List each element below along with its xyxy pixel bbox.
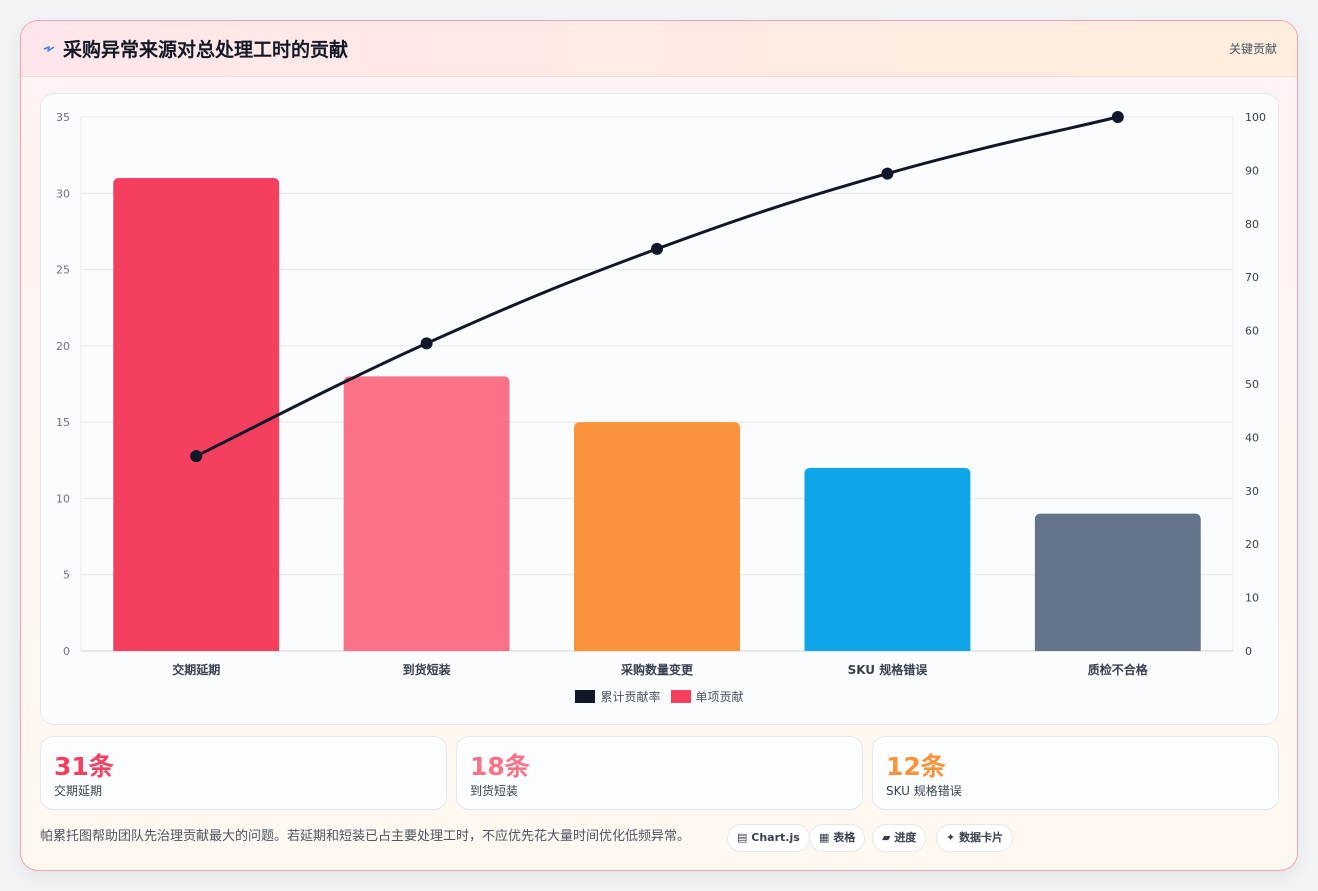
chip-label: 数据卡片 xyxy=(959,831,1004,844)
y2-tick-label: 70 xyxy=(1245,271,1259,284)
y2-tick-label: 10 xyxy=(1245,592,1259,605)
y-tick-label: 25 xyxy=(56,264,70,277)
chip-label: 表格 xyxy=(833,831,856,844)
y-tick-label: 0 xyxy=(63,645,70,658)
key-contribution-link[interactable]: 关键贡献 xyxy=(1228,42,1277,56)
x-tick-label: 采购数量变更 xyxy=(620,662,694,677)
page-title: 采购异常来源对总处理工时的贡献 xyxy=(63,39,349,61)
y2-tick-label: 100 xyxy=(1245,111,1266,124)
pareto-chart: 0 5 10 15 20 25 30 35 0 10 20 30 40 50 60 70 80 90 100 交期延期… xyxy=(56,111,1266,677)
chart-panel: 0 5 10 15 20 25 30 35 0 10 20 30 40 50 60 70 80 90 100 交期延期… xyxy=(40,93,1279,725)
cumulative-point-3 xyxy=(881,167,894,180)
stat-card-short: 18条 到货短装 xyxy=(456,736,863,810)
x-tick-label: 质检不合格 xyxy=(1088,662,1149,677)
x-tick-label: 到货短装 xyxy=(403,662,451,677)
chip-label: Chart.js xyxy=(751,831,800,844)
pareto-card: 采购异常来源对总处理工时的贡献 关键贡献 0 5 10 15 20 25 30 35 0 10 20… xyxy=(20,20,1298,871)
y2-tick-label: 90 xyxy=(1245,164,1259,177)
cumulative-point-4 xyxy=(1111,111,1124,123)
y-tick-label: 20 xyxy=(56,340,70,353)
y-tick-label: 30 xyxy=(56,187,70,200)
stat-label: SKU 规格错误 xyxy=(886,784,962,798)
stat-label: 交期延期 xyxy=(54,784,103,798)
stat-value: 18条 xyxy=(470,752,530,781)
stat-card-delay: 31条 交期延期 xyxy=(40,736,447,810)
y2-tick-label: 50 xyxy=(1245,378,1259,391)
y2-tick-label: 30 xyxy=(1245,485,1259,498)
legend-swatch-cumulative xyxy=(575,689,596,703)
chip-data-cards[interactable]: ✦ 数据卡片 xyxy=(936,824,1014,852)
chip-table[interactable]: ▦ 表格 xyxy=(809,824,866,852)
stat-value: 31条 xyxy=(54,752,114,781)
x-tick-label: SKU 规格错误 xyxy=(848,662,929,677)
table-icon: ▦ xyxy=(819,831,830,844)
y2-tick-label: 20 xyxy=(1245,538,1259,551)
cumulative-point-1 xyxy=(420,337,433,350)
sparkle-icon: ✦ xyxy=(946,831,956,844)
y-tick-label: 5 xyxy=(63,569,70,582)
bar-3 xyxy=(804,467,971,651)
lightning-icon xyxy=(43,46,55,52)
chart-legend: 累计贡献率 单项贡献 xyxy=(41,686,1278,706)
legend-label-single: 单项贡献 xyxy=(695,689,744,704)
stat-value: 12条 xyxy=(886,752,946,781)
y-tick-label: 35 xyxy=(56,111,70,124)
cumulative-point-2 xyxy=(651,242,663,255)
x-tick-label: 交期延期 xyxy=(172,662,220,677)
cumulative-point-0 xyxy=(190,450,203,463)
chart-icon: ▤ xyxy=(737,831,748,844)
y2-tick-label: 80 xyxy=(1245,218,1259,231)
legend-item-single[interactable]: 单项贡献 xyxy=(670,688,744,705)
bar-0 xyxy=(113,178,280,651)
stat-label: 到货短装 xyxy=(470,784,519,798)
card-header: 采购异常来源对总处理工时的贡献 关键贡献 xyxy=(21,21,1297,77)
y2-tick-label: 60 xyxy=(1245,325,1259,338)
legend-swatch-single xyxy=(670,689,691,703)
legend-label-cumulative: 累计贡献率 xyxy=(600,689,661,704)
bar-2 xyxy=(574,422,740,651)
stat-card-sku: 12条 SKU 规格错误 xyxy=(872,736,1279,810)
bar-1 xyxy=(343,376,510,651)
progress-icon: ▰ xyxy=(882,831,891,844)
chip-chartjs[interactable]: ▤ Chart.js xyxy=(727,824,810,852)
y-tick-label: 10 xyxy=(56,492,70,505)
legend-item-cumulative[interactable]: 累计贡献率 xyxy=(575,688,661,705)
footer-note: 帕累托图帮助团队先治理贡献最大的问题。若延期和短装已占主要处理工时，不应优先花大… xyxy=(40,829,691,844)
bar-4 xyxy=(1034,513,1201,651)
y2-tick-label: 40 xyxy=(1245,431,1259,444)
chip-label: 进度 xyxy=(894,831,917,844)
y-tick-label: 15 xyxy=(56,416,70,429)
chip-progress[interactable]: ▰ 进度 xyxy=(872,824,927,852)
y2-tick-label: 0 xyxy=(1245,645,1252,658)
